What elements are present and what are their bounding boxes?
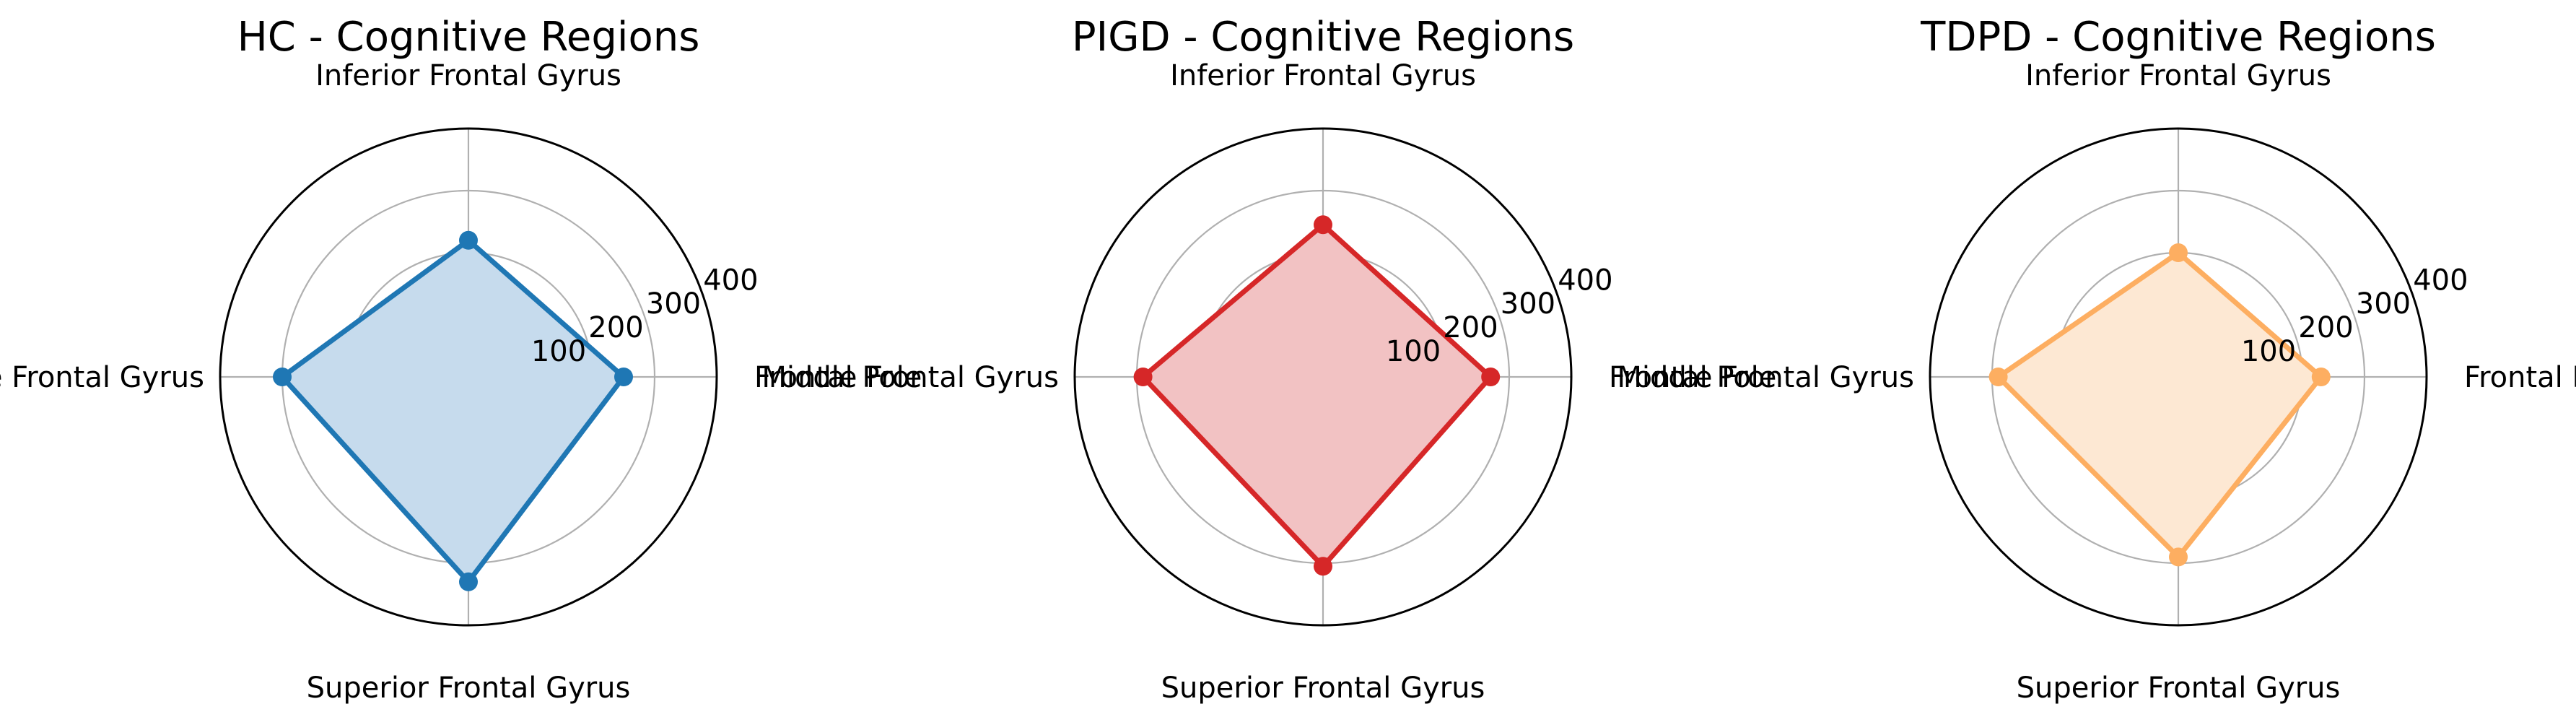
axis-label: Frontal Pole (1609, 361, 1776, 394)
data-point (2311, 368, 2331, 386)
axis-label: Middle Frontal Gyrus (1617, 361, 1914, 394)
r-tick-label: 400 (703, 264, 758, 297)
r-tick-label: 100 (1386, 335, 1441, 368)
outer-frame (1073, 127, 1573, 627)
data-point (614, 368, 633, 386)
data-area (1143, 225, 1491, 567)
data-area (282, 240, 624, 582)
r-tick-label: 200 (588, 311, 643, 344)
data-point (2169, 547, 2188, 567)
axis-label: Middle Frontal Gyrus (761, 361, 1059, 394)
data-point (2169, 243, 2188, 262)
chart-title: TDPD - Cognitive Regions (1920, 14, 2436, 61)
r-tick-label: 300 (2356, 287, 2411, 321)
r-tick-label: 400 (1558, 264, 1612, 297)
axis-label: Middle Frontal Gyrus (0, 361, 204, 394)
data-point (1314, 557, 1332, 576)
r-tick-label: 100 (531, 335, 586, 368)
data-area (1998, 253, 2321, 557)
data-point (1481, 368, 1501, 386)
axis-label: Inferior Frontal Gyrus (2025, 59, 2331, 92)
data-point (273, 368, 292, 386)
outer-frame (219, 127, 718, 627)
outer-frame (1929, 127, 2428, 627)
data-point (459, 230, 478, 250)
data-point (459, 572, 478, 591)
data-point (1988, 368, 2008, 386)
axis-label: Frontal Pole (2464, 361, 2576, 394)
r-tick-label: 300 (646, 287, 701, 321)
axis-label: Inferior Frontal Gyrus (315, 59, 621, 92)
data-point (1314, 215, 1332, 235)
r-tick-label: 200 (1443, 311, 1498, 344)
r-tick-label: 300 (1501, 287, 1555, 321)
chart-title: PIGD - Cognitive Regions (1072, 14, 1574, 61)
data-point (1133, 368, 1153, 386)
axis-label: Superior Frontal Gyrus (2017, 672, 2341, 704)
axis-label: Frontal Pole (754, 361, 922, 394)
axis-label: Superior Frontal Gyrus (307, 672, 631, 704)
r-tick-label: 400 (2413, 264, 2468, 297)
r-tick-label: 100 (2241, 335, 2296, 368)
r-tick-label: 200 (2298, 311, 2353, 344)
chart-title: HC - Cognitive Regions (237, 14, 700, 61)
axis-label: Superior Frontal Gyrus (1161, 672, 1485, 704)
axis-label: Inferior Frontal Gyrus (1170, 59, 1476, 92)
